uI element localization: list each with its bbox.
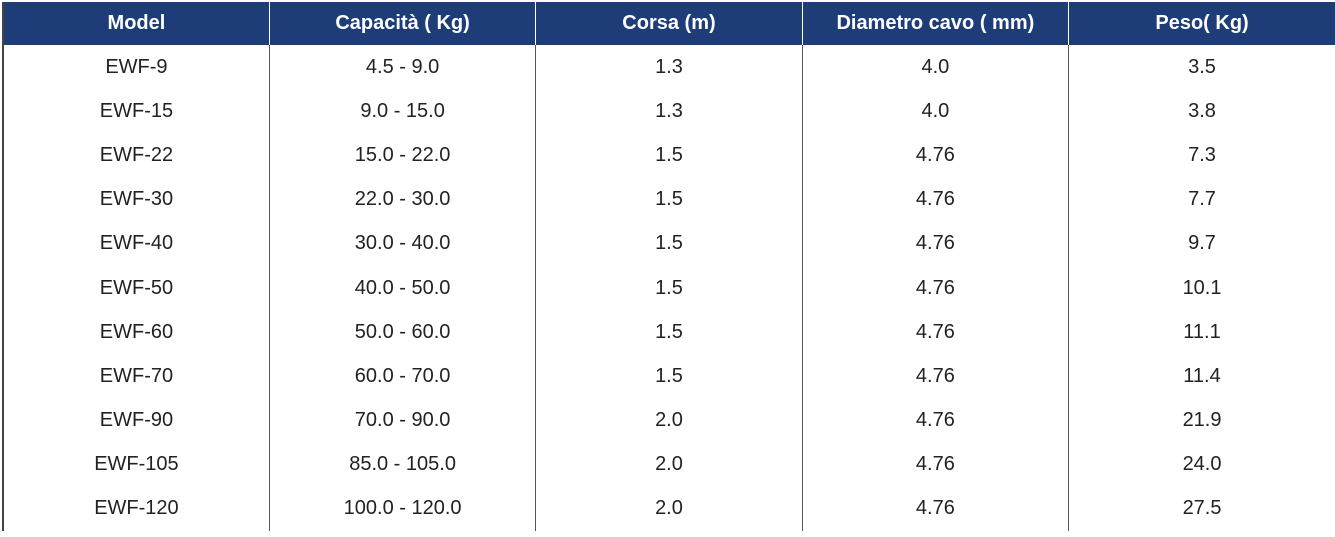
table-row: EWF-60 50.0 - 60.0 1.5 4.76 11.1: [3, 310, 1335, 355]
table-cell: 4.76: [801, 442, 1069, 487]
header-cell: Model: [3, 2, 270, 45]
table-cell: 1.5: [535, 221, 803, 266]
table-cell: 1.3: [535, 45, 803, 90]
table-cell: EWF-15: [99, 99, 174, 122]
table-cell: 15.0 - 22.0: [268, 133, 536, 178]
header-cell: Peso( Kg): [1068, 2, 1335, 45]
table-cell: 24.0: [1068, 442, 1335, 487]
table-cell: EWF-9: [105, 55, 168, 78]
table-cell: 3.8: [1068, 89, 1335, 134]
header-cell: Capacità ( Kg): [268, 2, 536, 45]
table-cell: 7.7: [1068, 177, 1335, 222]
table-cell: 4.76: [801, 354, 1069, 399]
table-row: EWF-30 22.0 - 30.0 1.5 4.76 7.7: [3, 177, 1335, 222]
table-cell: 4.0: [801, 45, 1069, 90]
table-cell: EWF-30: [99, 188, 174, 211]
header-cell: Corsa (m): [535, 2, 803, 45]
table-row: EWF-9 4.5 - 9.0 1.3 4.0 3.5: [3, 45, 1335, 90]
table-cell: 40.0 - 50.0: [268, 265, 536, 311]
table-row: EWF-120 100.0 - 120.0 2.0 4.76 27.5: [3, 486, 1335, 532]
table-cell: 4.0: [801, 89, 1069, 134]
table-cell: 1.5: [535, 310, 803, 355]
table-cell: 7.3: [1068, 133, 1335, 178]
table-cell: 2.0: [535, 442, 803, 487]
table-row: EWF-15 9.0 - 15.0 1.3 4.0 3.8: [3, 89, 1335, 134]
table-cell: 4.76: [801, 133, 1069, 178]
table-cell: 4.76: [801, 486, 1069, 532]
table-cell: 1.5: [535, 177, 803, 222]
table-row: EWF-40 30.0 - 40.0 1.5 4.76 9.7: [3, 221, 1335, 266]
table-cell: 2.0: [535, 486, 803, 532]
table-cell: 50.0 - 60.0: [268, 310, 536, 355]
table-cell: 4.76: [801, 398, 1069, 443]
table-cell: EWF-50: [99, 276, 174, 299]
table-cell: 4.76: [801, 177, 1069, 222]
table-cell: 4.76: [801, 221, 1069, 266]
header-cell: Diametro cavo ( mm): [801, 2, 1069, 45]
table-cell: EWF-22: [99, 143, 174, 166]
table-cell: 10.1: [1068, 265, 1335, 311]
table-cell: 70.0 - 90.0: [268, 398, 536, 443]
table-cell: EWF-40: [99, 232, 174, 255]
table-cell: 9.0 - 15.0: [268, 89, 536, 134]
table-row: EWF-22 15.0 - 22.0 1.5 4.76 7.3: [3, 133, 1335, 178]
table-cell: 11.4: [1068, 354, 1335, 399]
table-cell: 2.0: [535, 398, 803, 443]
table-cell: EWF-70: [99, 364, 174, 387]
table-cell: EWF-60: [99, 320, 174, 343]
table-cell: EWF-105: [94, 453, 179, 476]
table-cell: 9.7: [1068, 221, 1335, 266]
header-row: Model Capacità ( Kg) Corsa (m) Diametro cav…: [3, 2, 1335, 45]
table-cell: 27.5: [1068, 486, 1335, 532]
table-cell: 22.0 - 30.0: [268, 177, 536, 222]
table-cell: 60.0 - 70.0: [268, 354, 536, 399]
table-cell: 1.5: [535, 133, 803, 178]
table-cell: 3.5: [1068, 45, 1335, 90]
table-body: EWF-9 4.5 - 9.0 1.3 4.0 3.5 EWF-15 9.0 - 15.0 1…: [3, 45, 1335, 532]
table-row: EWF-70 60.0 - 70.0 1.5 4.76 11.4: [3, 354, 1335, 399]
table-cell: 21.9: [1068, 398, 1335, 443]
table-cell: 11.1: [1068, 310, 1335, 355]
table-row: EWF-50 40.0 - 50.0 1.5 4.76 10.1: [3, 265, 1335, 311]
table-cell: 4.5 - 9.0: [268, 45, 536, 90]
table-row: EWF-90 70.0 - 90.0 2.0 4.76 21.9: [3, 398, 1335, 443]
table-cell: 30.0 - 40.0: [268, 221, 536, 266]
table-cell: 100.0 - 120.0: [268, 486, 536, 532]
table-cell: 85.0 - 105.0: [268, 442, 536, 487]
table-cell: EWF-120: [94, 497, 179, 520]
table-cell: 1.3: [535, 89, 803, 134]
table-row: EWF-105 85.0 - 105.0 2.0 4.76 24.0: [3, 442, 1335, 487]
table-cell: 1.5: [535, 265, 803, 311]
table-cell: 1.5: [535, 354, 803, 399]
table-cell: EWF-90: [99, 409, 174, 432]
table-cell: 4.76: [801, 265, 1069, 311]
table-cell: 4.76: [801, 310, 1069, 355]
